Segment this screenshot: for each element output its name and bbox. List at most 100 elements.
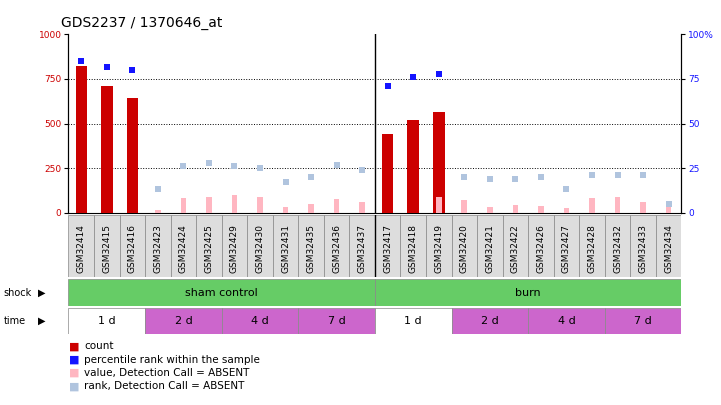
Bar xyxy=(334,199,340,213)
Bar xyxy=(298,215,324,277)
Bar xyxy=(359,202,365,213)
Text: value, Detection Call = ABSENT: value, Detection Call = ABSENT xyxy=(84,368,249,378)
Bar xyxy=(231,195,237,213)
Bar xyxy=(283,207,288,213)
Bar xyxy=(579,215,605,277)
Text: GSM32414: GSM32414 xyxy=(76,224,86,273)
Text: GDS2237 / 1370646_at: GDS2237 / 1370646_at xyxy=(61,16,223,30)
Text: GSM32437: GSM32437 xyxy=(358,224,367,273)
Bar xyxy=(171,215,196,277)
Bar xyxy=(375,279,681,306)
Text: ■: ■ xyxy=(68,341,79,351)
Bar xyxy=(407,120,419,213)
Text: 1 d: 1 d xyxy=(98,316,115,326)
Text: 2 d: 2 d xyxy=(481,316,499,326)
Text: rank, Detection Call = ABSENT: rank, Detection Call = ABSENT xyxy=(84,382,244,391)
Bar xyxy=(375,308,451,334)
Bar xyxy=(538,207,544,213)
Text: GSM32417: GSM32417 xyxy=(383,224,392,273)
Text: GSM32430: GSM32430 xyxy=(255,224,265,273)
Bar xyxy=(503,215,528,277)
Bar xyxy=(257,196,263,213)
Bar xyxy=(426,215,451,277)
Text: 7 d: 7 d xyxy=(634,316,652,326)
Text: GSM32424: GSM32424 xyxy=(179,224,188,273)
Bar xyxy=(436,196,441,213)
Bar xyxy=(477,215,503,277)
Text: GSM32422: GSM32422 xyxy=(511,224,520,273)
Bar xyxy=(554,215,579,277)
Text: GSM32418: GSM32418 xyxy=(409,224,417,273)
Bar xyxy=(656,215,681,277)
Bar xyxy=(324,215,350,277)
Bar xyxy=(433,112,445,213)
Text: GSM32415: GSM32415 xyxy=(102,224,111,273)
Bar xyxy=(94,215,120,277)
Bar xyxy=(196,215,222,277)
Bar xyxy=(605,215,630,277)
Text: 1 d: 1 d xyxy=(404,316,422,326)
Text: GSM32431: GSM32431 xyxy=(281,224,290,273)
Bar xyxy=(298,308,375,334)
Text: GSM32419: GSM32419 xyxy=(434,224,443,273)
Text: GSM32433: GSM32433 xyxy=(639,224,647,273)
Bar xyxy=(528,308,605,334)
Text: percentile rank within the sample: percentile rank within the sample xyxy=(84,355,260,364)
Bar xyxy=(145,215,171,277)
Text: GSM32429: GSM32429 xyxy=(230,224,239,273)
Text: GSM32420: GSM32420 xyxy=(460,224,469,273)
Text: GSM32436: GSM32436 xyxy=(332,224,341,273)
Bar xyxy=(451,308,528,334)
Text: 4 d: 4 d xyxy=(557,316,575,326)
Text: 7 d: 7 d xyxy=(328,316,345,326)
Text: GSM32428: GSM32428 xyxy=(588,224,596,273)
Text: ■: ■ xyxy=(68,355,79,364)
Bar xyxy=(180,198,186,213)
Bar xyxy=(487,207,492,213)
Text: GSM32435: GSM32435 xyxy=(306,224,316,273)
Text: 2 d: 2 d xyxy=(174,316,193,326)
Bar xyxy=(640,202,646,213)
Text: count: count xyxy=(84,341,114,351)
Text: burn: burn xyxy=(516,288,541,298)
Bar xyxy=(68,279,375,306)
Bar xyxy=(564,208,570,213)
Bar xyxy=(630,215,656,277)
Bar xyxy=(665,207,671,213)
Text: GSM32426: GSM32426 xyxy=(536,224,545,273)
Text: GSM32427: GSM32427 xyxy=(562,224,571,273)
Bar xyxy=(222,308,298,334)
Bar xyxy=(120,215,145,277)
Bar xyxy=(382,134,394,213)
Bar xyxy=(375,215,400,277)
Text: ▶: ▶ xyxy=(37,288,45,298)
Text: sham control: sham control xyxy=(185,288,258,298)
Text: 4 d: 4 d xyxy=(251,316,269,326)
Bar xyxy=(589,198,595,213)
Bar xyxy=(76,66,87,213)
Bar xyxy=(513,205,518,213)
Bar xyxy=(68,308,145,334)
Bar xyxy=(528,215,554,277)
Bar xyxy=(605,308,681,334)
Bar xyxy=(451,215,477,277)
Bar xyxy=(247,215,273,277)
Text: GSM32416: GSM32416 xyxy=(128,224,137,273)
Bar xyxy=(145,308,222,334)
Text: GSM32421: GSM32421 xyxy=(485,224,495,273)
Bar xyxy=(615,198,620,213)
Bar xyxy=(68,215,94,277)
Text: ■: ■ xyxy=(68,382,79,391)
Text: ▶: ▶ xyxy=(37,316,45,326)
Bar xyxy=(101,86,112,213)
Bar xyxy=(400,215,426,277)
Text: shock: shock xyxy=(4,288,32,298)
Text: GSM32432: GSM32432 xyxy=(613,224,622,273)
Bar xyxy=(309,204,314,213)
Bar xyxy=(350,215,375,277)
Bar xyxy=(155,210,161,213)
Text: time: time xyxy=(4,316,26,326)
Text: GSM32434: GSM32434 xyxy=(664,224,673,273)
Bar xyxy=(222,215,247,277)
Text: GSM32423: GSM32423 xyxy=(154,224,162,273)
